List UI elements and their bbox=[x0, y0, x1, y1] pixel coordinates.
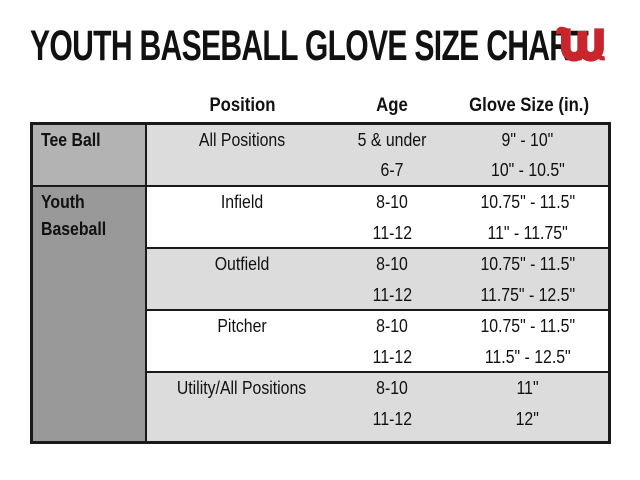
header-spacer bbox=[30, 92, 147, 120]
age-cell: 11-12 bbox=[372, 285, 412, 305]
section-pitcher: Pitcher 8-10 10.75" - 11.5" 11-12 11.5" … bbox=[147, 311, 608, 373]
data-column: All Positions 5 & under 9" - 10" 6-7 10"… bbox=[147, 125, 608, 441]
size-cell: 9" - 10" bbox=[501, 130, 554, 150]
position-cell: Outfield bbox=[214, 254, 270, 274]
wilson-w-icon bbox=[554, 24, 610, 66]
age-cell: 11-12 bbox=[372, 347, 412, 367]
header-age: Age bbox=[376, 95, 408, 116]
size-cell: 11.75" - 12.5" bbox=[480, 285, 575, 305]
size-cell: 10.75" - 11.5" bbox=[480, 192, 575, 212]
age-cell: 6-7 bbox=[380, 160, 404, 180]
category-column: Tee Ball Youth Baseball bbox=[33, 125, 147, 441]
header-glove-size: Glove Size (in.) bbox=[469, 95, 589, 116]
position-cell: Infield bbox=[220, 192, 264, 212]
age-cell: 8-10 bbox=[376, 316, 408, 336]
section-outfield: Outfield 8-10 10.75" - 11.5" 11-12 11.75… bbox=[147, 249, 608, 311]
age-cell: 11-12 bbox=[372, 409, 412, 429]
age-cell: 8-10 bbox=[376, 254, 408, 274]
position-cell: All Positions bbox=[198, 130, 286, 150]
age-cell: 8-10 bbox=[376, 192, 408, 212]
page-title: YOUTH BASEBALL GLOVE SIZE CHART bbox=[30, 22, 589, 70]
size-cell: 10" - 10.5" bbox=[490, 160, 565, 180]
position-cell: Pitcher bbox=[217, 316, 267, 336]
size-cell: 10.75" - 11.5" bbox=[480, 254, 575, 274]
column-headers: Position Age Glove Size (in.) bbox=[30, 92, 611, 120]
section-infield: Infield 8-10 10.75" - 11.5" 11-12 11" - … bbox=[147, 187, 608, 249]
age-cell: 8-10 bbox=[376, 378, 408, 398]
age-cell: 11-12 bbox=[372, 223, 412, 243]
size-cell: 11" - 11.75" bbox=[487, 223, 568, 243]
size-chart-table: Tee Ball Youth Baseball All Positions 5 … bbox=[30, 122, 611, 444]
position-cell: Utility/All Positions bbox=[177, 378, 307, 398]
header-position: Position bbox=[209, 95, 275, 116]
age-cell: 5 & under bbox=[357, 130, 427, 150]
category-tee-ball: Tee Ball bbox=[33, 125, 145, 187]
size-cell: 11" bbox=[516, 378, 539, 398]
section-utility: Utility/All Positions 8-10 11" 11-12 12" bbox=[147, 373, 608, 441]
section-tee-ball: All Positions 5 & under 9" - 10" 6-7 10"… bbox=[147, 125, 608, 187]
size-cell: 12" bbox=[515, 409, 540, 429]
size-cell: 11.5" - 12.5" bbox=[484, 347, 571, 367]
category-youth-baseball: Youth Baseball bbox=[33, 187, 145, 441]
size-cell: 10.75" - 11.5" bbox=[480, 316, 575, 336]
